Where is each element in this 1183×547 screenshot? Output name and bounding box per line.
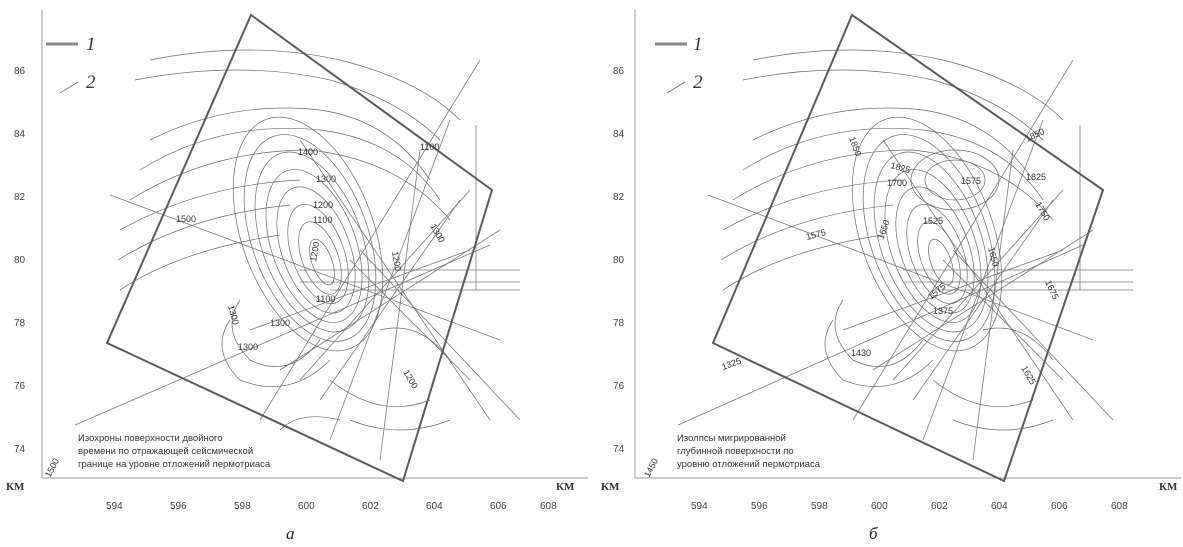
- contour-lines: [117, 49, 461, 431]
- caption-line: границе на уровне отложений пермотриаса: [78, 459, 271, 470]
- x-tick: 606: [1051, 501, 1068, 512]
- x-tick-labels: 594 596 598 600 602 604 606 608: [691, 501, 1128, 512]
- x-tick: 608: [1111, 501, 1128, 512]
- y-tick: 84: [613, 129, 625, 140]
- legend-line-2: [666, 81, 686, 94]
- km-label-left: КМ: [6, 481, 25, 493]
- x-tick: 602: [362, 501, 379, 512]
- contour-label: 1650: [875, 218, 891, 240]
- survey-lines: [677, 59, 1133, 461]
- y-tick: 82: [613, 192, 625, 203]
- contour-label: 1325: [720, 356, 742, 372]
- contour-label: 1300: [238, 342, 258, 352]
- panel-letter-a: а: [286, 524, 295, 543]
- km-label-right: КМ: [1159, 481, 1178, 493]
- survey-lines: [74, 59, 521, 461]
- y-tick: 80: [613, 255, 625, 266]
- x-tick: 594: [106, 501, 123, 512]
- x-tick: 604: [991, 501, 1008, 512]
- y-tick: 80: [14, 255, 26, 266]
- contour-label: 1400: [298, 147, 318, 157]
- legend-label-2: 2: [693, 72, 703, 93]
- y-tick-labels: 86 84 82 80 78 76 74: [613, 66, 625, 455]
- corner-contour-label: 1450: [642, 457, 660, 479]
- contour-label: 1100: [316, 294, 335, 304]
- legend-line-2: [59, 81, 79, 94]
- panel-letter-b: б: [869, 524, 878, 543]
- caption-line: глубинной поверхности по: [677, 446, 794, 457]
- x-tick: 600: [871, 501, 888, 512]
- y-tick: 76: [613, 381, 625, 392]
- contour-label: 1575: [805, 227, 827, 242]
- km-label-left: КМ: [601, 481, 620, 493]
- y-tick: 74: [613, 444, 625, 455]
- x-tick: 606: [490, 501, 507, 512]
- contour-lines: [720, 49, 1064, 431]
- y-tick: 74: [14, 444, 26, 455]
- contour-label: 1200: [390, 251, 403, 272]
- contour-label: 1375: [933, 306, 953, 316]
- contour-label: 1200: [308, 241, 321, 262]
- km-label-right: КМ: [556, 481, 575, 493]
- figure-a: 1 2 86 84 82 80 78 76 74 594 596 598 600…: [0, 0, 590, 547]
- map-b: 1 2 86 84 82 80 78 76 74 594 596 598 600…: [601, 10, 1181, 512]
- contour-label: 1650: [986, 246, 1001, 268]
- contour-value-labels: 1850 1850 1825 1825 1700 1575 1575 1750 …: [720, 126, 1060, 386]
- x-tick: 596: [170, 501, 187, 512]
- survey-area-frame: [711, 13, 1105, 483]
- legend-label-2: 2: [86, 72, 96, 93]
- caption-line: Изохроны поверхности двойного: [78, 433, 223, 444]
- y-tick: 84: [14, 129, 26, 140]
- caption-line: уровню отложений пермотриаса: [677, 459, 821, 470]
- contour-label: 1850: [847, 135, 863, 157]
- x-tick: 604: [426, 501, 443, 512]
- corner-contour-label: 1500: [43, 457, 61, 479]
- x-tick: 602: [931, 501, 948, 512]
- y-tick: 78: [613, 318, 625, 329]
- survey-area-frame: [105, 13, 494, 483]
- map-caption: Изолпсы мигрированной глубинной поверхно…: [677, 433, 821, 470]
- contour-label: 1430: [851, 348, 871, 358]
- x-tick-labels: 594 596 598 600 602 604 606 608: [106, 501, 557, 512]
- contour-label: 1200: [401, 368, 420, 390]
- x-tick: 598: [234, 501, 251, 512]
- legend-label-1: 1: [693, 34, 703, 55]
- y-tick: 86: [14, 66, 26, 77]
- map-caption: Изохроны поверхности двойного времени по…: [78, 433, 271, 470]
- x-tick: 600: [298, 501, 315, 512]
- contour-label: 1300: [270, 318, 290, 328]
- x-tick: 596: [751, 501, 768, 512]
- contour-label: 1500: [176, 214, 196, 224]
- figure-b: 1 2 86 84 82 80 78 76 74 594 596 598 600…: [593, 0, 1183, 547]
- y-tick: 76: [14, 381, 26, 392]
- contour-label: 1575: [961, 176, 981, 186]
- caption-line: Изолпсы мигрированной: [677, 433, 786, 444]
- contour-label: 1825: [889, 160, 911, 175]
- caption-line: времени по отражающей сейсмической: [78, 446, 253, 457]
- y-tick: 78: [14, 318, 26, 329]
- x-tick: 598: [811, 501, 828, 512]
- y-tick-labels: 86 84 82 80 78 76 74: [14, 66, 26, 455]
- contour-label: 1300: [316, 174, 336, 184]
- y-tick: 82: [14, 192, 26, 203]
- contour-label: 1825: [1026, 172, 1046, 182]
- contour-value-labels: 1400 1100 1300 1500 1200 1100 1300 1200 …: [176, 142, 447, 390]
- y-tick: 86: [613, 66, 625, 77]
- x-tick: 594: [691, 501, 708, 512]
- contour-label: 1100: [313, 215, 332, 225]
- legend-label-1: 1: [86, 34, 96, 55]
- contour-label: 1200: [313, 200, 333, 210]
- contour-label: 1100: [420, 142, 439, 152]
- contour-label: 1700: [887, 178, 907, 188]
- contour-label: 1525: [923, 216, 943, 226]
- contour-label: 1750: [1033, 200, 1052, 222]
- map-a: 1 2 86 84 82 80 78 76 74 594 596 598 600…: [6, 10, 588, 512]
- x-tick: 608: [540, 501, 557, 512]
- contour-label: 1625: [1019, 364, 1038, 386]
